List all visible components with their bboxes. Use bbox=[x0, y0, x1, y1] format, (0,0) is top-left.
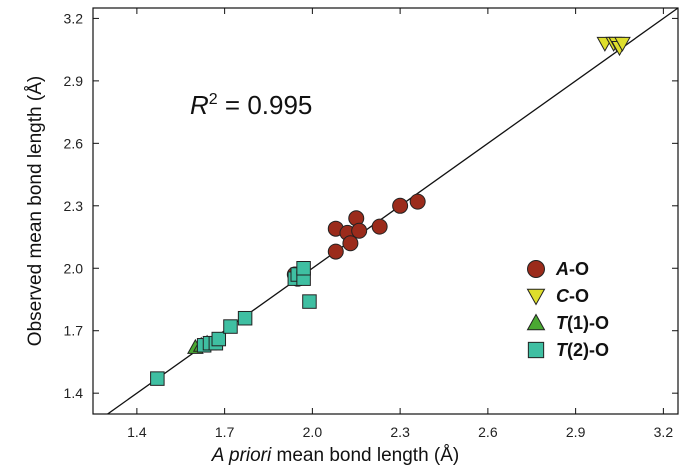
legend-label-rest: -O bbox=[569, 259, 589, 279]
legend-marker-T(1)-O bbox=[526, 313, 546, 331]
legend-label-rest: -O bbox=[569, 286, 589, 306]
series-C-O bbox=[596, 36, 631, 57]
x-tick-label: 2.3 bbox=[390, 424, 410, 440]
data-point bbox=[371, 218, 388, 235]
legend-label-rest: (1)-O bbox=[567, 313, 609, 333]
r-squared-annotation: R2 = 0.995 bbox=[190, 90, 312, 120]
data-point bbox=[211, 331, 227, 347]
legend-label-T(1)-O: T(1)-O bbox=[556, 313, 609, 333]
legend-label-italic: T bbox=[556, 340, 569, 360]
legend: A-OC-OT(1)-OT(2)-O bbox=[526, 259, 609, 360]
r-squared-superscript: 2 bbox=[209, 91, 218, 108]
legend-marker-C-O bbox=[526, 288, 546, 306]
legend-label-T(2)-O: T(2)-O bbox=[556, 340, 609, 360]
y-tick-label: 2.0 bbox=[64, 260, 84, 276]
data-point bbox=[614, 36, 631, 52]
data-point bbox=[342, 235, 359, 252]
y-tick-label: 2.3 bbox=[64, 198, 84, 214]
data-point bbox=[223, 319, 238, 334]
y-tick-label: 2.6 bbox=[64, 135, 84, 151]
data-point bbox=[392, 197, 409, 214]
x-tick-label: 3.2 bbox=[654, 424, 674, 440]
y-tick-label: 2.9 bbox=[64, 73, 84, 89]
x-axis-title-rest: mean bond length (Å) bbox=[271, 445, 459, 466]
x-tick-label: 2.6 bbox=[478, 424, 498, 440]
legend-label-italic: T bbox=[556, 313, 569, 333]
y-tick-label: 1.4 bbox=[64, 385, 84, 401]
x-tick-label: 1.7 bbox=[215, 424, 235, 440]
legend-marker-A-O bbox=[527, 260, 545, 278]
fit-line bbox=[106, 8, 678, 414]
legend-label-A-O: A-O bbox=[555, 259, 589, 279]
y-axis-title: Observed mean bond length (Å) bbox=[25, 76, 46, 346]
x-tick-label: 1.4 bbox=[127, 424, 147, 440]
x-tick-label: 2.9 bbox=[566, 424, 586, 440]
x-axis-title: A priori mean bond length (Å) bbox=[211, 445, 460, 466]
legend-label-C-O: C-O bbox=[556, 286, 589, 306]
data-point bbox=[302, 294, 317, 309]
y-tick-label: 1.7 bbox=[64, 323, 84, 339]
data-point bbox=[150, 371, 165, 386]
plot-frame bbox=[92, 7, 679, 415]
data-point bbox=[327, 243, 344, 260]
x-axis-title-italic: A priori bbox=[211, 445, 272, 466]
legend-marker-T(2)-O bbox=[527, 341, 545, 359]
y-tick-label: 3.2 bbox=[64, 10, 84, 26]
r-squared-value: = 0.995 bbox=[218, 90, 313, 120]
plot-area bbox=[106, 8, 678, 414]
legend-label-italic: A bbox=[555, 259, 569, 279]
data-point bbox=[409, 193, 426, 210]
legend-label-italic: C bbox=[556, 286, 570, 306]
data-point bbox=[296, 261, 311, 276]
data-point bbox=[351, 222, 368, 239]
legend-label-rest: (2)-O bbox=[567, 340, 609, 360]
series-T(2)-O bbox=[150, 261, 317, 386]
data-point bbox=[237, 310, 253, 326]
r-squared-symbol: R bbox=[190, 90, 209, 120]
x-tick-label: 2.0 bbox=[303, 424, 323, 440]
